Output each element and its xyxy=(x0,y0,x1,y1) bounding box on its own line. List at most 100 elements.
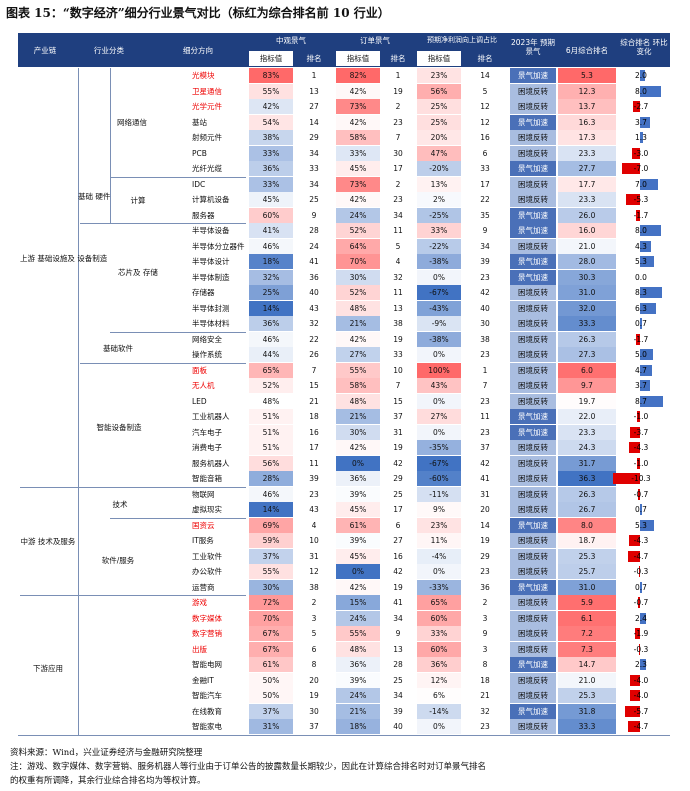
row-name: 汽车电子 xyxy=(192,427,222,437)
profit-rank: 23 xyxy=(480,722,490,731)
profit-rank: 41 xyxy=(480,474,490,483)
prosperity-2023: 困境反转 xyxy=(510,471,556,486)
row-name: 物联网 xyxy=(192,489,215,499)
change-bar xyxy=(637,457,640,469)
rank-june: 33.3 xyxy=(558,719,616,734)
prosperity-2023: 困境反转 xyxy=(510,83,556,99)
change-bar xyxy=(639,643,640,655)
mid-rank: 13 xyxy=(309,86,319,96)
prosperity-2023: 困境反转 xyxy=(510,610,556,626)
rank-june: 25.3 xyxy=(558,688,616,703)
mid-rank: 11 xyxy=(309,458,319,468)
profit-rank: 23 xyxy=(480,427,490,437)
order-index: 42% xyxy=(336,192,380,207)
profit-index: 56% xyxy=(417,83,461,99)
mid-rank: 26 xyxy=(309,350,319,359)
mid-index: 51% xyxy=(249,424,293,440)
subheader-idx: 指标值 xyxy=(336,51,380,66)
prosperity-2023: 困境反转 xyxy=(510,347,556,362)
change-value: 8.3 xyxy=(635,288,647,297)
mid-index: 36% xyxy=(249,316,293,331)
profit-rank: 23 xyxy=(480,396,490,406)
mid-rank: 7 xyxy=(311,365,317,375)
profit-rank: 38 xyxy=(480,334,490,344)
order-rank: 23 xyxy=(393,117,403,127)
change-bar xyxy=(632,147,640,159)
order-index: 45% xyxy=(336,502,380,517)
order-rank: 37 xyxy=(393,412,403,421)
row-name: 服务器 xyxy=(192,210,215,220)
mid-rank: 24 xyxy=(309,241,319,251)
header-2023: 2023年 预期景气 xyxy=(511,38,555,56)
prosperity-2023: 困境反转 xyxy=(510,393,556,409)
order-index: 52% xyxy=(336,223,380,238)
mid-index: 32% xyxy=(249,269,293,285)
mid-rank: 2 xyxy=(311,598,317,607)
mid-index: 46% xyxy=(249,238,293,254)
order-index: 24% xyxy=(336,207,380,223)
change-bar xyxy=(640,581,642,593)
prosperity-2023: 景气加速 xyxy=(510,579,556,595)
order-rank: 9 xyxy=(395,629,401,638)
mid-index: 28% xyxy=(249,471,293,486)
change-bar xyxy=(640,178,659,190)
profit-rank: 23 xyxy=(480,350,490,359)
prosperity-2023: 困境反转 xyxy=(510,502,556,517)
profit-index: 33% xyxy=(417,626,461,641)
rank-june: 5.9 xyxy=(558,595,616,610)
mid-index: 37% xyxy=(249,548,293,564)
note-line-1: 注：游戏、数字媒体、数字营销、服务机器人等行业由于订单公告的披露数量长期较少，因… xyxy=(10,762,487,772)
group-upstream: 上游 基础设施及 设备制造 xyxy=(20,254,108,263)
profit-index: 36% xyxy=(417,657,461,672)
profit-rank: 34 xyxy=(480,241,490,251)
order-rank: 11 xyxy=(393,226,403,235)
change-bar xyxy=(625,705,640,717)
row-name: 国资云 xyxy=(192,520,215,530)
profit-rank: 20 xyxy=(480,505,490,514)
profit-index: 43% xyxy=(417,378,461,393)
rank-june: 30.3 xyxy=(558,269,616,285)
group-compute: 计算 xyxy=(130,196,146,205)
mid-index: 61% xyxy=(249,657,293,672)
order-rank: 2 xyxy=(395,102,401,111)
row-name: 计算机设备 xyxy=(192,195,230,204)
order-index: 21% xyxy=(336,316,380,331)
row-name: 射频元件 xyxy=(192,133,222,142)
mid-index: 55% xyxy=(249,83,293,99)
profit-rank: 1 xyxy=(482,365,488,375)
change-value: -1.0 xyxy=(633,458,649,468)
change-value: -0.7 xyxy=(633,598,649,607)
rank-june: 16.3 xyxy=(558,114,616,130)
change-value: -4.7 xyxy=(633,551,649,561)
prosperity-2023: 景气加速 xyxy=(510,68,556,83)
order-index: 55% xyxy=(336,626,380,641)
mid-rank: 21 xyxy=(309,396,319,406)
order-index: 33% xyxy=(336,145,380,161)
mid-index: 59% xyxy=(249,533,293,548)
rank-june: 16.0 xyxy=(558,223,616,238)
row-name: 面板 xyxy=(192,365,207,375)
row-name: 工业软件 xyxy=(192,551,222,561)
header-profit: 预期净利润向上调占比 xyxy=(427,36,497,44)
profit-index: 47% xyxy=(417,145,461,161)
order-rank: 34 xyxy=(393,691,403,700)
profit-index: 0% xyxy=(417,564,461,579)
prosperity-2023: 困境反转 xyxy=(510,672,556,688)
group-smart-device: 智能设备制造 xyxy=(96,423,142,432)
change-bar xyxy=(635,333,640,345)
prosperity-2023: 困境反转 xyxy=(510,316,556,331)
mid-index: 45% xyxy=(249,192,293,207)
prosperity-2023: 景气加速 xyxy=(510,517,556,533)
mid-rank: 32 xyxy=(309,319,319,328)
order-index: 42% xyxy=(336,579,380,595)
prosperity-2023: 景气加速 xyxy=(510,254,556,269)
profit-rank: 3 xyxy=(482,644,488,654)
group-midstream: 中游 技术及服务 xyxy=(20,537,76,546)
change-bar xyxy=(640,380,650,391)
change-bar xyxy=(638,597,640,608)
row-name: 存储器 xyxy=(192,288,215,297)
profit-index: 2% xyxy=(417,192,461,207)
row-name: 虚拟现实 xyxy=(192,505,222,514)
prosperity-2023: 困境反转 xyxy=(510,688,556,703)
mid-index: 52% xyxy=(249,378,293,393)
